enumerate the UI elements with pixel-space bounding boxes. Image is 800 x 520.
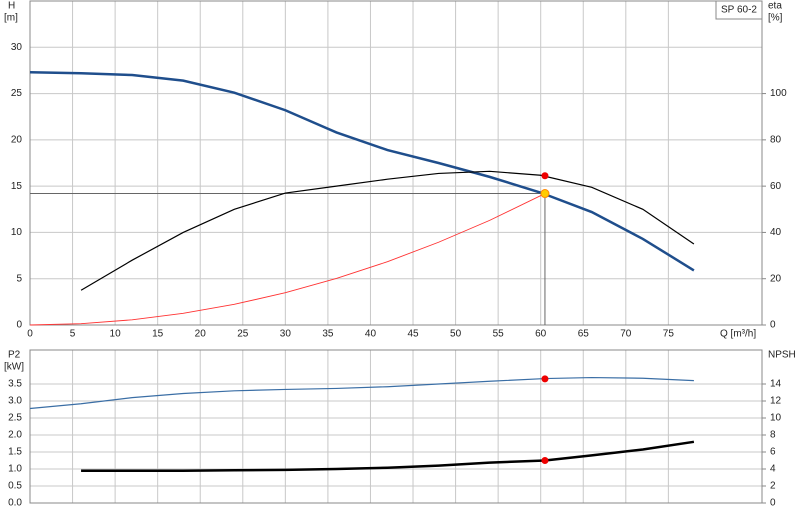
x-tick-label: 50	[450, 329, 462, 340]
marker	[541, 457, 549, 464]
y-tick-label: 10	[11, 227, 23, 238]
y-axis-label: H	[8, 1, 15, 12]
y-axis-label: P2	[8, 350, 21, 361]
x-tick-label: 15	[152, 329, 164, 340]
chart-title: SP 60-2	[721, 5, 757, 16]
y2-tick-label: 10	[770, 413, 782, 424]
y2-tick-label: 0	[770, 498, 776, 509]
series-line	[80, 170, 695, 291]
series-line	[29, 193, 546, 326]
y-axis-unit: [m]	[4, 13, 18, 24]
x-axis-label: Q [m³/h]	[720, 329, 756, 340]
x-tick-label: 45	[407, 329, 419, 340]
x-tick-label: 25	[237, 329, 249, 340]
series-line	[81, 440, 695, 472]
duty-point	[540, 189, 550, 199]
plot-frame	[29, 349, 763, 504]
y2-tick-label: 20	[770, 273, 782, 284]
y-tick-label: 20	[11, 134, 23, 145]
marker	[541, 375, 549, 383]
x-tick-label: 40	[365, 329, 377, 340]
x-tick-label: 55	[493, 329, 505, 340]
y2-axis-label: eta	[768, 1, 782, 12]
y2-tick-label: 6	[770, 447, 776, 458]
x-tick-label: 70	[620, 329, 632, 340]
x-tick-label: 65	[578, 329, 590, 340]
marker	[541, 172, 549, 180]
y-tick-label: 1.0	[8, 464, 22, 475]
y2-tick-label: 60	[770, 181, 782, 192]
y2-tick-label: 2	[770, 481, 776, 492]
x-tick-label: 20	[195, 329, 207, 340]
y-tick-label: 15	[11, 181, 23, 192]
x-tick-label: 35	[322, 329, 334, 340]
title-box	[715, 0, 763, 20]
y-tick-label: 0	[16, 320, 22, 331]
x-tick-label: 10	[110, 329, 122, 340]
y2-tick-label: 8	[770, 430, 776, 441]
y2-tick-label: 14	[770, 379, 782, 390]
y2-axis-label: NPSH	[768, 350, 796, 361]
y-tick-label: 1.5	[8, 447, 22, 458]
y-tick-label: 3.0	[8, 396, 22, 407]
y-axis-unit: [kW]	[4, 362, 24, 373]
series-line	[29, 71, 695, 272]
x-tick-label: 30	[280, 329, 292, 340]
x-tick-label: 0	[27, 329, 33, 340]
y2-axis-unit: [%]	[768, 13, 783, 24]
y-tick-label: 0.0	[8, 498, 22, 509]
y-tick-label: 25	[11, 88, 23, 99]
plot-frame	[29, 0, 763, 326]
y-tick-label: 3.5	[8, 379, 22, 390]
y2-tick-label: 100	[770, 88, 787, 99]
x-tick-label: 5	[70, 329, 76, 340]
series-line	[29, 376, 694, 410]
x-tick-label: 60	[535, 329, 547, 340]
y2-tick-label: 12	[770, 396, 782, 407]
y2-tick-label: 0	[770, 320, 776, 331]
y2-tick-label: 80	[770, 134, 782, 145]
y2-tick-label: 4	[770, 464, 776, 475]
y-tick-label: 2.0	[8, 430, 22, 441]
y-tick-label: 2.5	[8, 413, 22, 424]
x-tick-label: 75	[663, 329, 675, 340]
y2-tick-label: 40	[770, 227, 782, 238]
y-tick-label: 0.5	[8, 481, 22, 492]
y-tick-label: 30	[11, 42, 23, 53]
y-tick-label: 5	[16, 273, 22, 284]
